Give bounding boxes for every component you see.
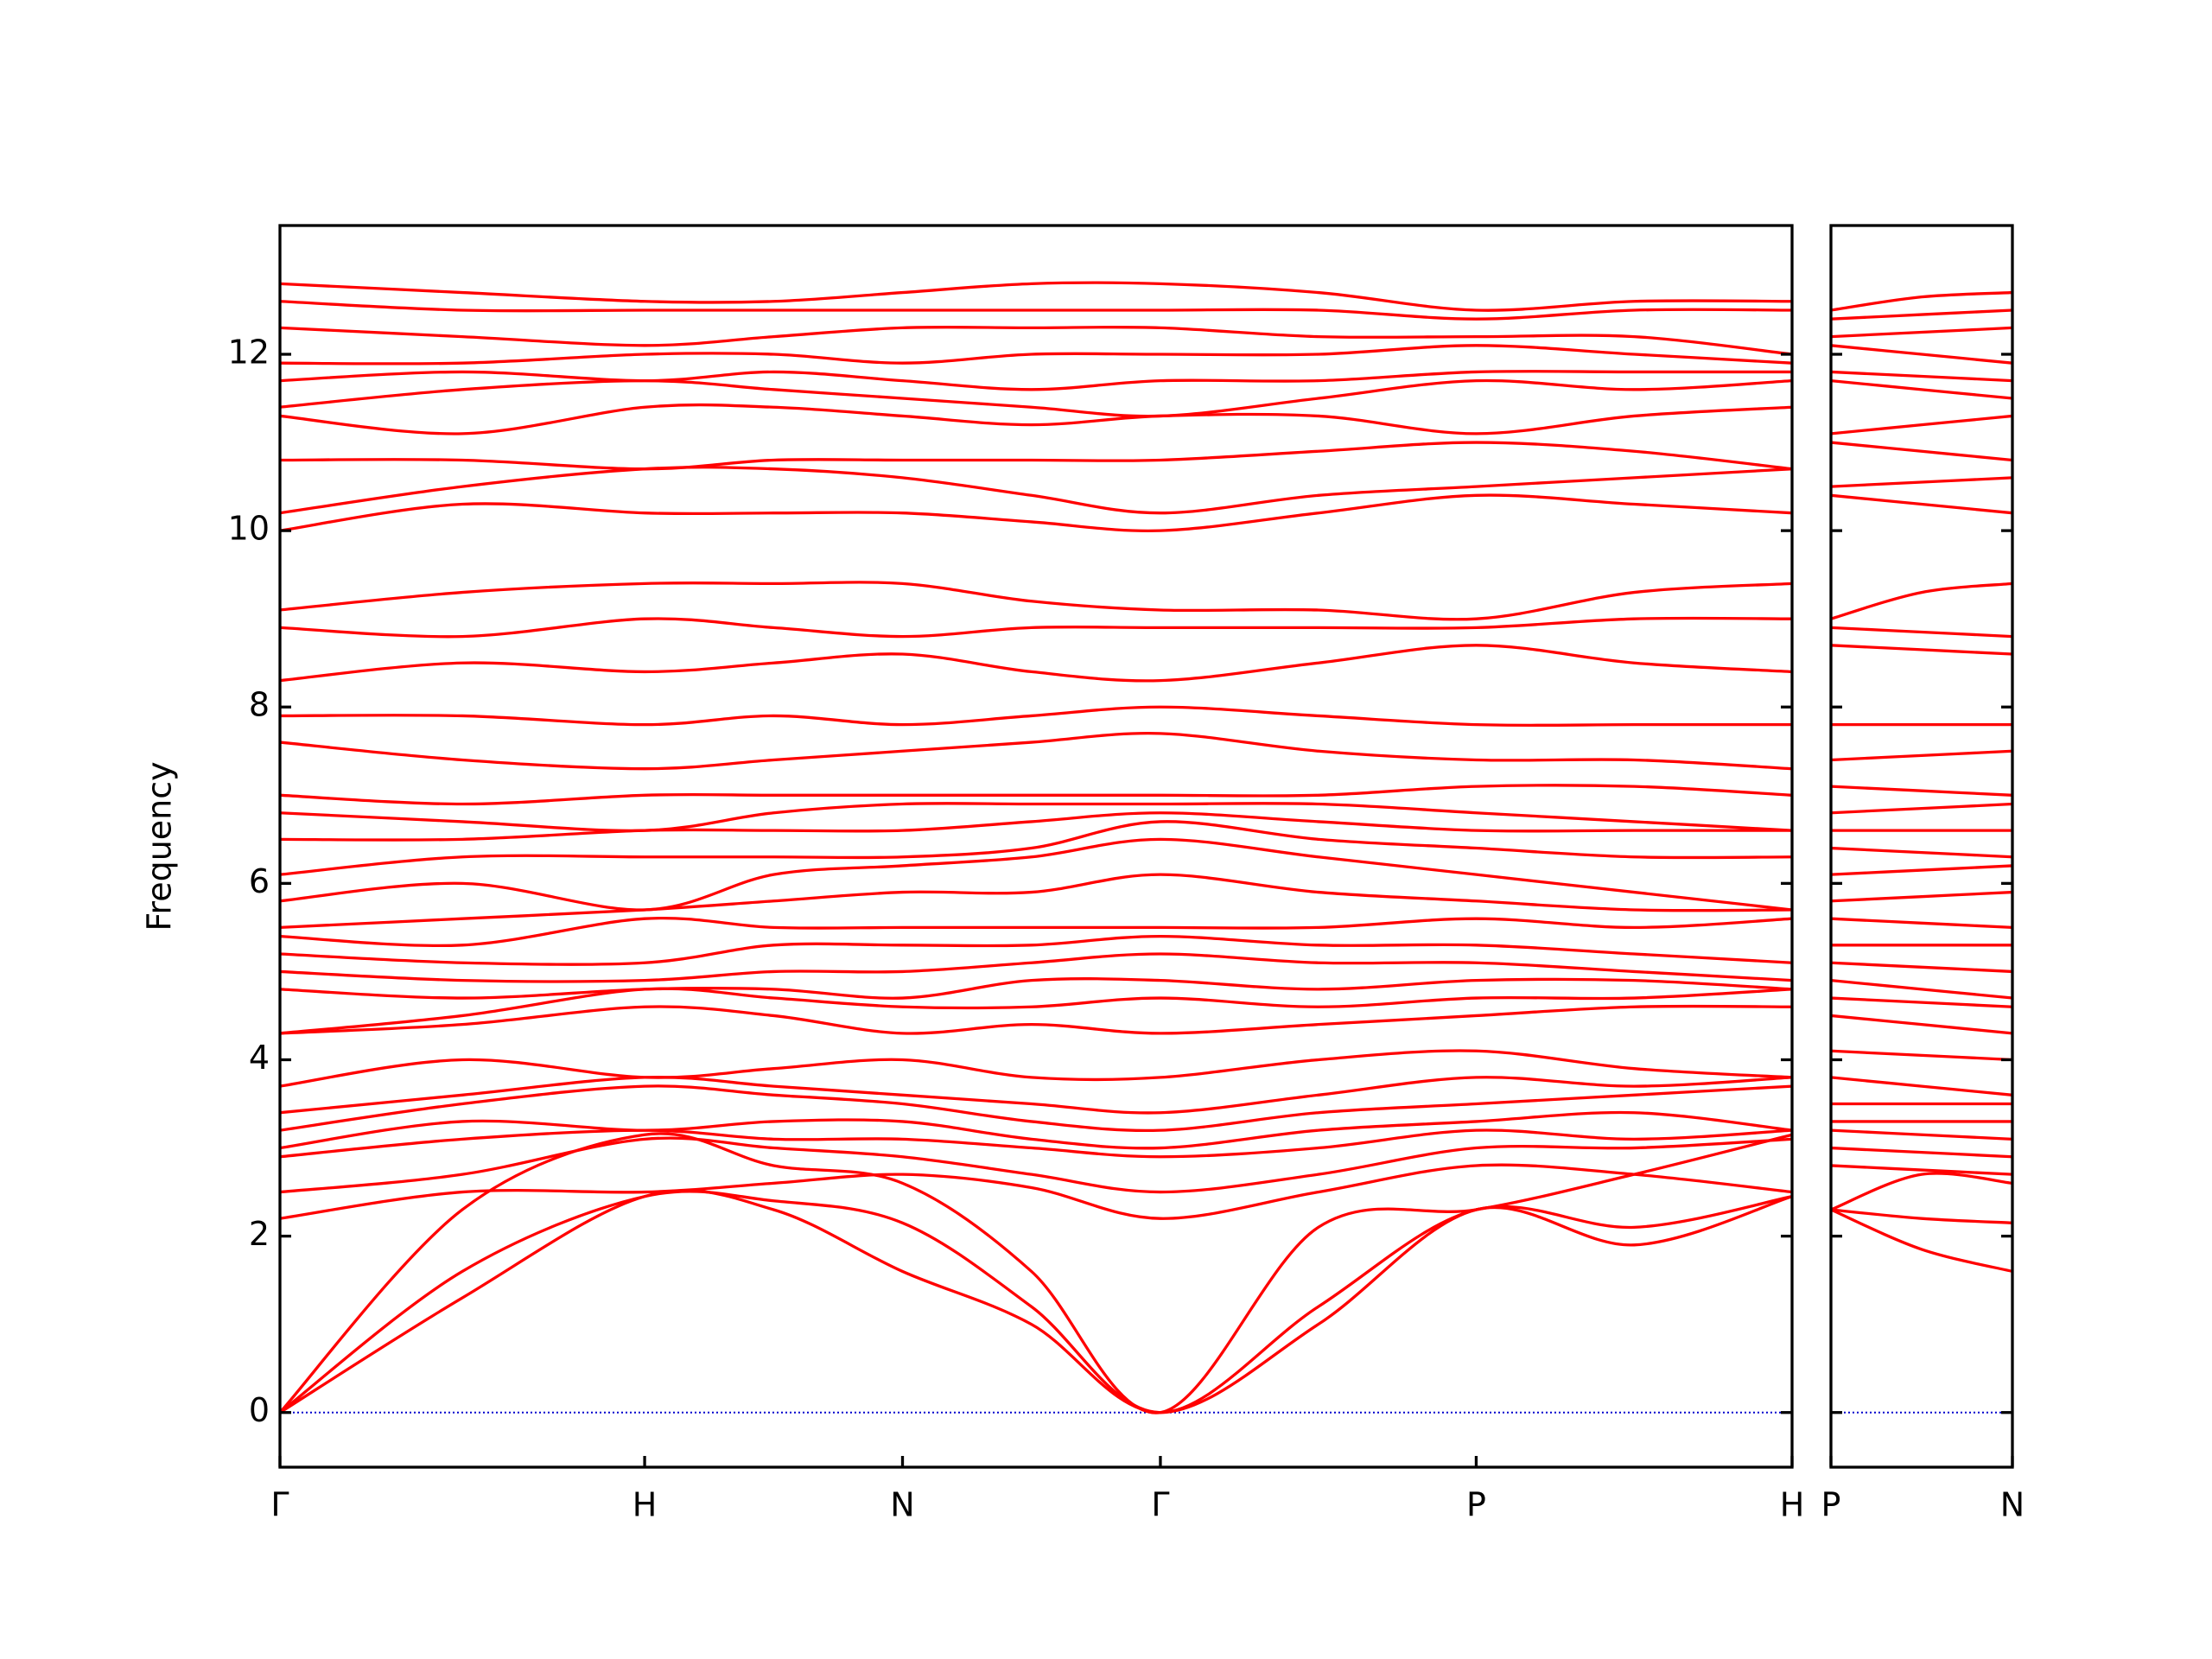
- band-line: [280, 1049, 1792, 1088]
- band-line: [1831, 785, 2012, 797]
- band-line: [280, 493, 1792, 532]
- band-line: [280, 370, 1792, 391]
- axes-frame: [1829, 224, 2014, 1469]
- band-line: [1831, 370, 2012, 383]
- band-line: [1831, 749, 2012, 762]
- band-line: [280, 300, 1792, 321]
- band-line: [280, 987, 1792, 1035]
- band-line: [280, 820, 1792, 876]
- y-tick-label: 4: [249, 1039, 270, 1077]
- band-line: [280, 705, 1792, 728]
- band-line: [1831, 1128, 2012, 1141]
- band-line: [1831, 802, 2012, 815]
- band-line: [280, 1189, 1792, 1414]
- band-line: [280, 325, 1792, 356]
- band-line: [1831, 414, 2012, 435]
- band-line: [280, 581, 1792, 621]
- band-line: [280, 837, 1792, 912]
- band-line: [1831, 996, 2012, 1008]
- band-line: [280, 1110, 1792, 1150]
- band-line: [280, 281, 1792, 312]
- y-tick-label: 6: [249, 862, 270, 900]
- band-line: [1831, 344, 2012, 365]
- y-tick-label: 12: [228, 334, 270, 372]
- band-line: [280, 1132, 1792, 1414]
- band-line: [1831, 1208, 2012, 1224]
- y-tick-label: 10: [228, 510, 270, 548]
- band-line: [1831, 308, 2012, 321]
- band-line: [280, 1163, 1792, 1220]
- band-line: [1831, 1146, 2012, 1159]
- x-tick-label: H: [632, 1486, 658, 1524]
- band-line: [1831, 493, 2012, 515]
- band-line: [280, 616, 1792, 639]
- x-tick-label: H: [1780, 1486, 1805, 1524]
- x-tick-label: N: [890, 1486, 914, 1524]
- band-line: [1831, 978, 2012, 1000]
- band-line: [280, 934, 1792, 966]
- band-line: [280, 378, 1792, 418]
- band-line: [280, 466, 1792, 515]
- y-axis-label: Frequency: [141, 761, 179, 931]
- band-line: [280, 731, 1792, 771]
- band-line: [280, 873, 1792, 930]
- y-tick-label: 2: [249, 1215, 270, 1253]
- band-line: [280, 952, 1792, 983]
- band-line: [1831, 917, 2012, 930]
- band-line: [280, 802, 1792, 832]
- band-line: [280, 977, 1792, 1000]
- band-line: [280, 1076, 1792, 1115]
- band-line: [280, 1004, 1792, 1035]
- band-line: [1831, 890, 2012, 903]
- band-line: [280, 1084, 1792, 1133]
- band-line: [1831, 1014, 2012, 1035]
- band-line: [280, 441, 1792, 471]
- band-line: [1831, 582, 2012, 620]
- band-line: [280, 403, 1792, 435]
- y-tick-label: 8: [249, 686, 270, 724]
- band-line: [1831, 846, 2012, 859]
- band-line: [280, 811, 1792, 842]
- band-line: [280, 784, 1792, 806]
- band-line: [1831, 1208, 2012, 1274]
- band-line: [280, 644, 1792, 683]
- band-line: [1831, 961, 2012, 974]
- y-tick-label: 0: [249, 1391, 270, 1429]
- band-line: [280, 1136, 1792, 1194]
- band-line: [1831, 1172, 2012, 1211]
- band-line: [1831, 326, 2012, 339]
- band-line: [1831, 626, 2012, 639]
- x-tick-label: N: [2000, 1486, 2024, 1524]
- x-tick-label: Γ: [270, 1486, 289, 1524]
- plot-area: [280, 281, 1792, 1414]
- band-line: [1831, 864, 2012, 876]
- plot-area: [1831, 290, 2012, 1414]
- band-line: [280, 344, 1792, 365]
- band-line: [1831, 1049, 2012, 1062]
- band-line: [1831, 290, 2012, 312]
- band-line: [1831, 1076, 2012, 1096]
- band-line: [280, 1190, 1792, 1414]
- band-line: [1831, 441, 2012, 462]
- band-line: [1831, 476, 2012, 488]
- x-tick-label: Γ: [1151, 1486, 1169, 1524]
- band-line: [280, 916, 1792, 948]
- band-line: [1831, 1164, 2012, 1176]
- band-line: [1831, 378, 2012, 400]
- axes-frame: [278, 224, 1794, 1469]
- x-tick-label: P: [1466, 1486, 1486, 1524]
- band-line: [280, 1128, 1792, 1159]
- band-line: [1831, 644, 2012, 656]
- x-tick-label: P: [1821, 1486, 1841, 1524]
